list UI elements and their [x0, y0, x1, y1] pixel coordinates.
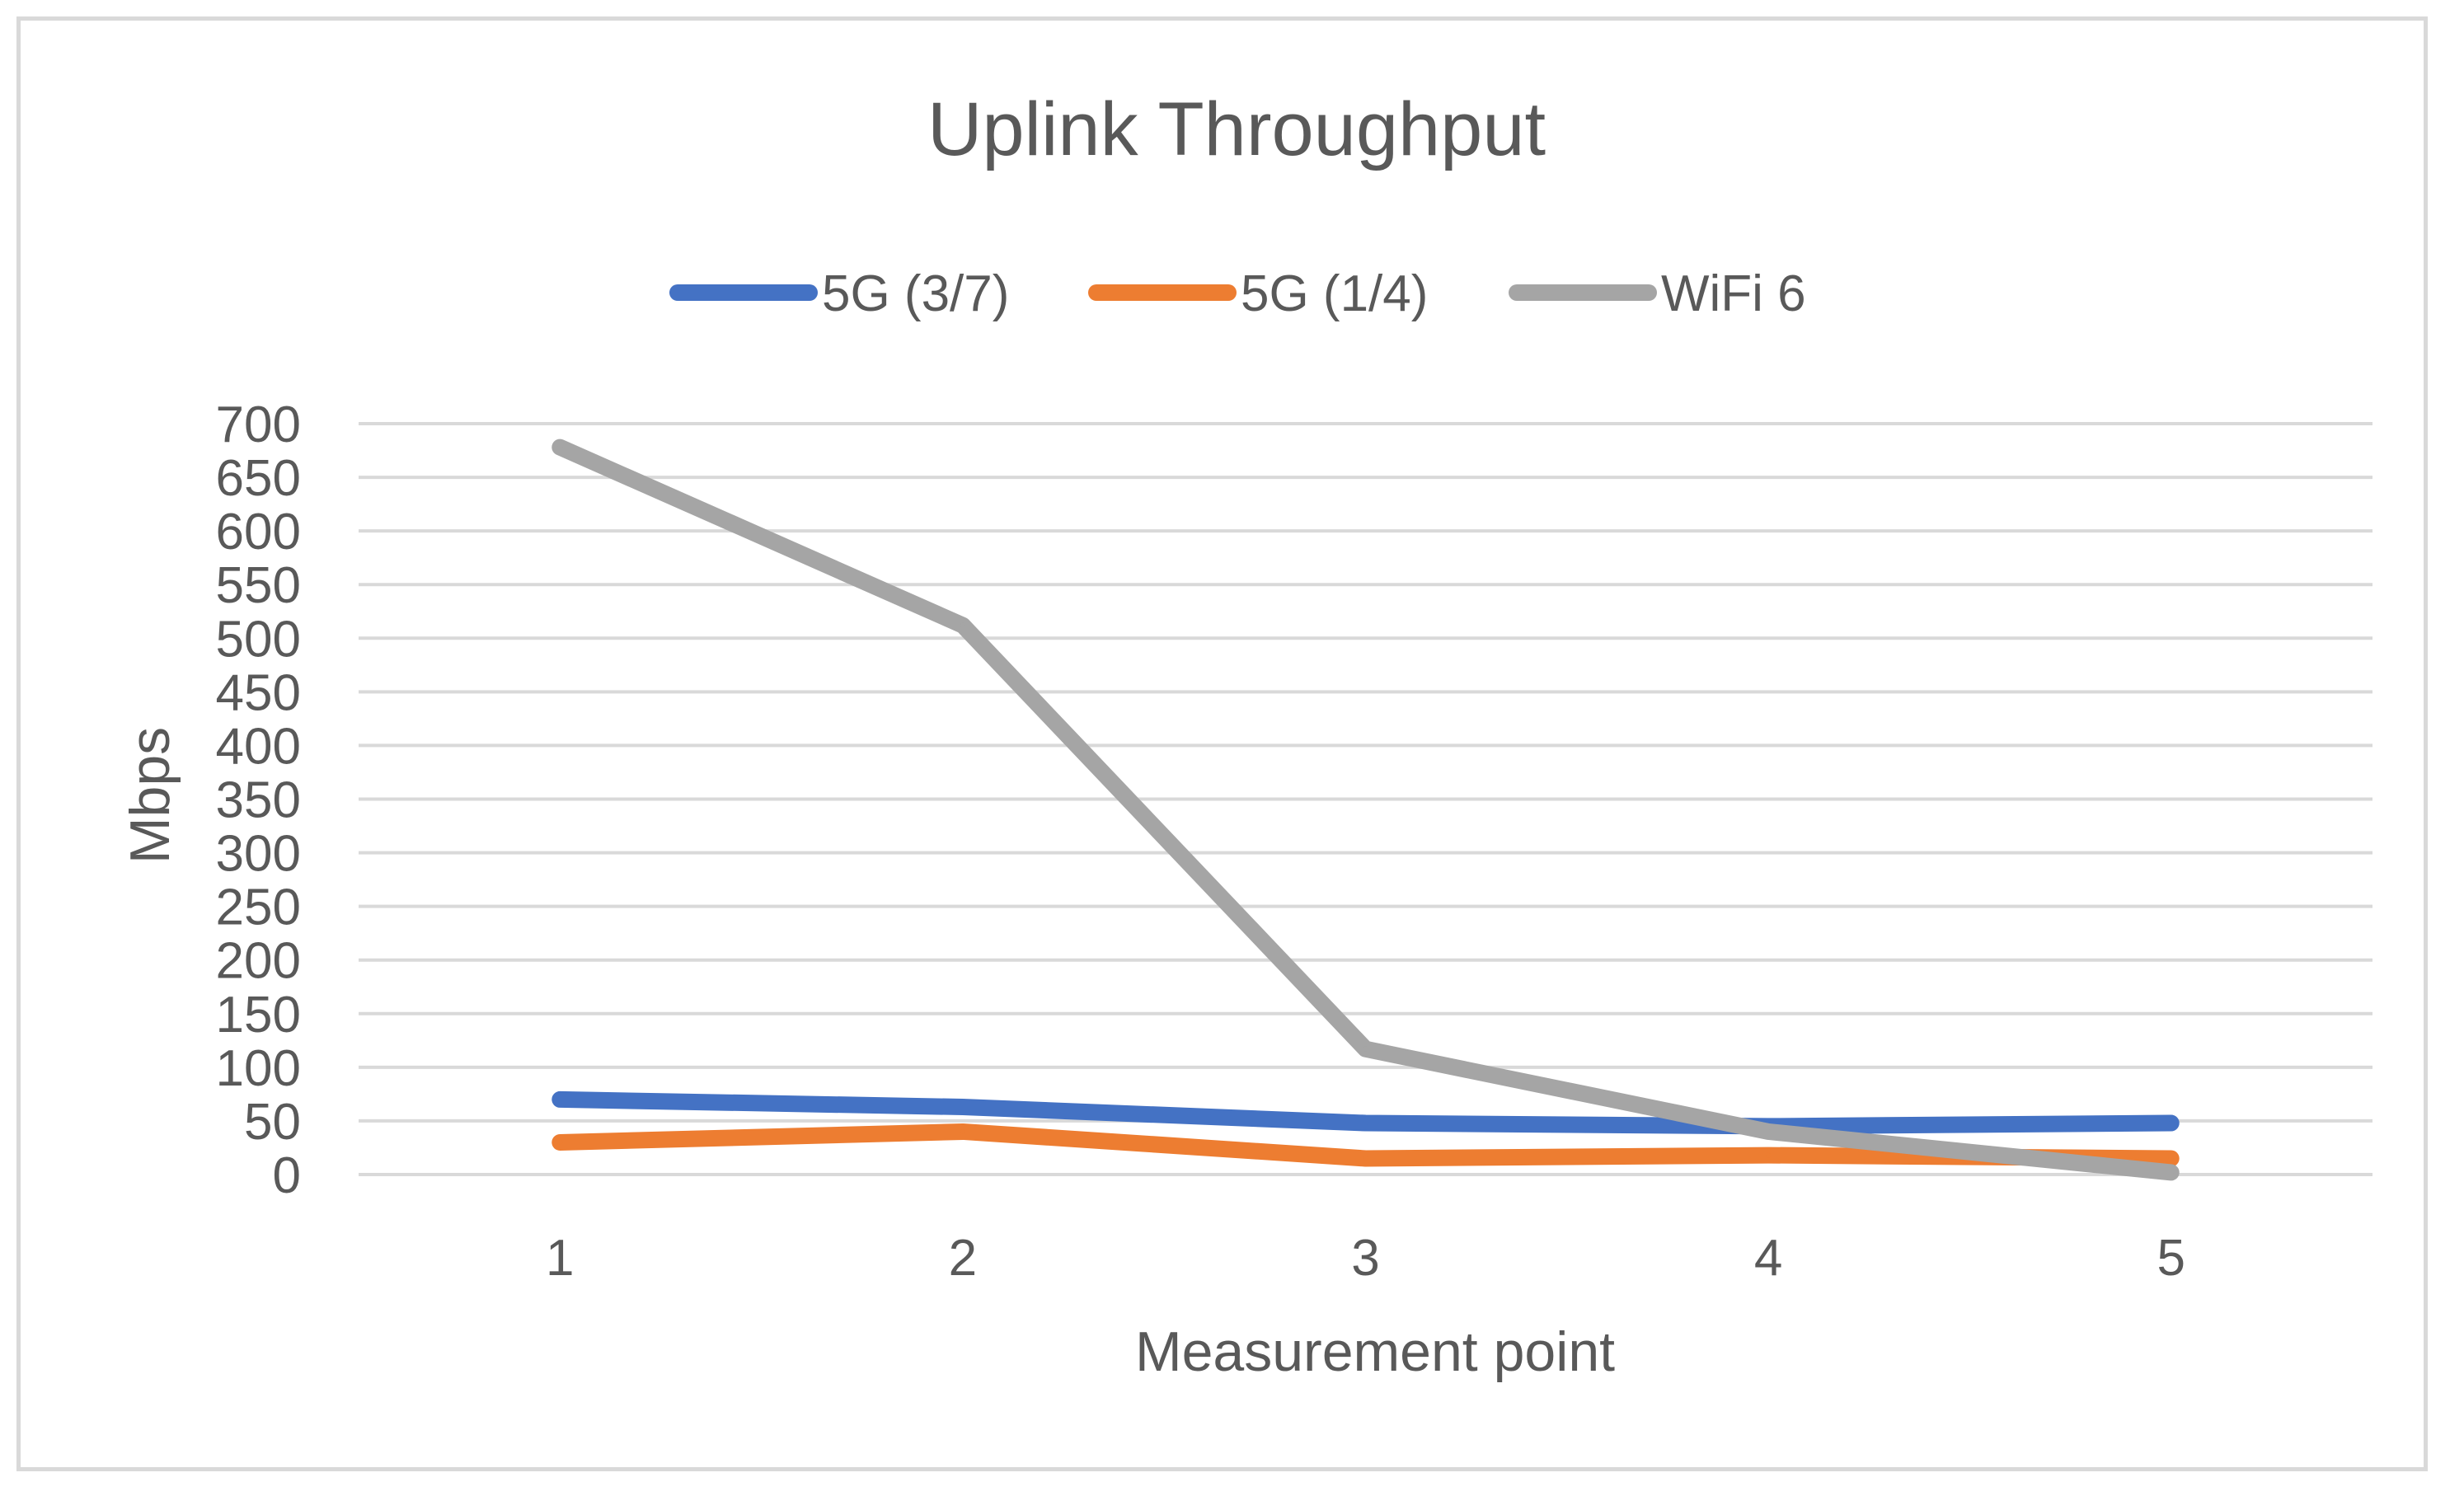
y-tick-label-200: 200	[216, 933, 301, 990]
data-point-wifi-6-1	[557, 444, 563, 450]
data-point-5g-3-7-5	[2168, 1120, 2174, 1126]
y-tick-label-300: 300	[216, 826, 301, 883]
legend: 5G (3/7) 5G (1/4) WiFi 6	[669, 265, 1806, 322]
legend-label-wifi-6: WiFi 6	[1661, 265, 1806, 322]
y-tick-label-700: 700	[216, 396, 301, 453]
legend-item-5g-3-7: 5G (3/7)	[669, 265, 1009, 322]
gridlines	[359, 422, 2372, 1176]
data-point-5g-3-7-2	[960, 1104, 965, 1110]
series-5g-3-7	[551, 1090, 2180, 1135]
data-point-5g-3-7-1	[557, 1096, 563, 1102]
legend-label-5g-1-4: 5G (1/4)	[1241, 265, 1428, 322]
y-axis-ticks: 0501001502002503003504004505005506006507…	[216, 396, 301, 1204]
data-point-5g-1-4-4	[1766, 1152, 1772, 1158]
data-point-5g-1-4-5	[2168, 1156, 2174, 1161]
y-tick-label-450: 450	[216, 664, 301, 721]
y-tick-label-650: 650	[216, 450, 301, 507]
y-tick-label-50: 50	[244, 1094, 301, 1151]
x-tick-label-5: 5	[2157, 1230, 2185, 1287]
y-tick-label-100: 100	[216, 1040, 301, 1097]
series-wifi-6	[551, 438, 2180, 1181]
y-tick-label-250: 250	[216, 879, 301, 936]
series-line-wifi-6	[551, 438, 2180, 1181]
y-tick-label-0: 0	[273, 1147, 301, 1204]
y-tick-label-150: 150	[216, 987, 301, 1043]
data-point-5g-3-7-3	[1363, 1120, 1368, 1126]
data-point-wifi-6-4	[1766, 1128, 1772, 1134]
y-tick-label-550: 550	[216, 557, 301, 614]
y-tick-label-500: 500	[216, 611, 301, 668]
x-axis-ticks: 1 2 3 4 5	[546, 1230, 2185, 1287]
chart-title: Uplink Throughput	[927, 87, 1546, 171]
data-point-5g-1-4-3	[1363, 1156, 1368, 1161]
y-tick-label-400: 400	[216, 718, 301, 775]
legend-item-5g-1-4: 5G (1/4)	[1088, 265, 1428, 322]
x-tick-label-1: 1	[546, 1230, 574, 1287]
data-point-wifi-6-5	[2168, 1170, 2174, 1175]
series-5g-1-4	[551, 1123, 2180, 1167]
x-tick-label-2: 2	[949, 1230, 977, 1287]
x-axis-label: Measurement point	[1135, 1320, 1615, 1383]
y-axis-label: Mbps	[119, 727, 181, 864]
y-tick-label-350: 350	[216, 772, 301, 829]
x-tick-label-3: 3	[1351, 1230, 1379, 1287]
data-point-wifi-6-2	[960, 622, 965, 628]
data-point-5g-1-4-1	[557, 1139, 563, 1145]
data-point-5g-1-4-2	[960, 1128, 965, 1134]
data-point-wifi-6-3	[1363, 1046, 1368, 1052]
legend-label-5g-3-7: 5G (3/7)	[822, 265, 1009, 322]
series-lines	[551, 438, 2180, 1181]
x-tick-label-4: 4	[1754, 1230, 1782, 1287]
y-tick-label-600: 600	[216, 504, 301, 560]
legend-item-wifi-6: WiFi 6	[1509, 265, 1806, 322]
